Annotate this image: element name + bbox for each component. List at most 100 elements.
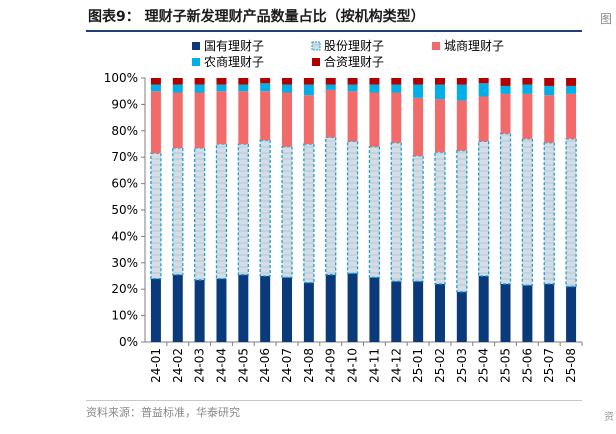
bar-segment-5	[347, 78, 358, 85]
x-tick-label: 24-02	[171, 348, 185, 383]
bar-segment-3	[500, 93, 511, 134]
bar-segment-4	[522, 84, 533, 94]
x-tick-label: 24-03	[193, 348, 207, 383]
bar-segment-5	[172, 78, 183, 85]
bar-segment-4	[303, 84, 314, 96]
bar-segment-5	[391, 78, 402, 85]
bar-segment-4	[478, 83, 489, 97]
bar-segment-5	[216, 78, 227, 85]
y-tick-label: 70%	[111, 150, 138, 164]
chart-title: 图表9： 理财子新发理财产品数量占比（按机构类型）	[88, 9, 425, 25]
bar-segment-2	[237, 143, 249, 276]
bar-segment-2	[281, 145, 293, 278]
bar-segment-1	[434, 283, 445, 342]
bar-segment-5	[478, 78, 489, 84]
adjacent-panel-edge: 图	[600, 12, 613, 26]
bar-segment-3	[456, 100, 467, 151]
x-tick-label: 25-04	[477, 348, 491, 383]
source-note: 资料来源：普益标准，华泰研究	[86, 406, 240, 419]
bar-segment-4	[413, 84, 424, 98]
bar-segment-3	[347, 91, 358, 142]
x-tick-label: 24-11	[367, 348, 381, 383]
bar-segment-1	[347, 273, 358, 342]
bar-segment-3	[172, 92, 183, 148]
bar-segment-4	[369, 84, 380, 93]
bar-segment-1	[303, 282, 314, 342]
bar-segment-2	[434, 151, 446, 285]
bar-segment-2	[456, 149, 468, 293]
bar-segment-3	[194, 92, 205, 148]
bar-segment-5	[238, 78, 249, 85]
y-tick-label: 80%	[111, 124, 138, 138]
bar-segment-2	[172, 147, 184, 276]
bar-segment-5	[369, 78, 380, 85]
bar-segment-1	[238, 274, 249, 342]
y-tick-label: 20%	[111, 282, 138, 296]
x-tick-label: 24-08	[302, 348, 316, 383]
bar-segment-4	[391, 84, 402, 93]
x-tick-label: 25-01	[411, 348, 425, 383]
bar-segment-1	[369, 277, 380, 342]
bar-segment-1	[150, 278, 161, 342]
bar-segment-3	[238, 91, 249, 144]
bar-segment-2	[215, 143, 228, 280]
title-divider	[86, 30, 582, 32]
bar-segment-1	[544, 283, 555, 342]
bar-segment-3	[216, 91, 227, 144]
bar-segment-4	[544, 85, 555, 96]
bar-segment-4	[216, 84, 227, 92]
y-tick-label: 0%	[119, 335, 138, 349]
bar-segment-2	[521, 138, 534, 286]
bar-segment-5	[456, 78, 467, 85]
bar-segment-2	[259, 139, 271, 277]
bar-segment-1	[172, 274, 183, 342]
x-tick-label: 24-10	[346, 348, 360, 383]
x-tick-label: 24-12	[389, 348, 403, 383]
bar-segment-1	[566, 286, 577, 342]
bar-segment-2	[193, 147, 206, 281]
bar-segment-1	[282, 277, 293, 342]
bar-segment-5	[150, 78, 161, 85]
x-tick-label: 25-07	[542, 348, 556, 383]
legend-swatch-4	[192, 58, 200, 66]
bar-segment-3	[369, 92, 380, 147]
x-tick-label: 24-04	[214, 348, 228, 383]
bar-segment-2	[499, 132, 512, 285]
bar-segment-1	[522, 285, 533, 342]
bar-segment-4	[456, 84, 467, 101]
bar-segment-5	[325, 78, 336, 85]
bar-segment-3	[303, 95, 314, 144]
bar-segment-1	[194, 279, 205, 342]
x-tick-label: 24-06	[258, 348, 272, 383]
adjacent-panel-edge-footer: 资	[604, 412, 614, 423]
bar-segment-4	[325, 84, 336, 90]
bar-segment-4	[282, 84, 293, 93]
bar-segment-3	[260, 91, 271, 141]
y-tick-label: 10%	[111, 309, 138, 323]
y-tick-label: 30%	[111, 256, 138, 270]
x-tick-label: 24-05	[236, 348, 250, 383]
bar-segment-3	[391, 92, 402, 143]
bar-segment-1	[500, 283, 511, 342]
bar-segment-4	[434, 84, 445, 100]
bar-segment-5	[413, 78, 424, 85]
bar-segment-3	[150, 91, 161, 154]
bar-segment-1	[413, 281, 424, 342]
bar-segment-5	[544, 78, 555, 86]
bar-segment-2	[325, 136, 337, 276]
bar-segment-3	[282, 92, 293, 147]
legend-label-1: 国有理财子	[204, 39, 264, 53]
bar-segment-3	[478, 96, 489, 142]
bar-segment-4	[172, 84, 183, 93]
bar-segment-1	[325, 274, 336, 342]
x-tick-label: 24-01	[149, 348, 163, 383]
y-tick-label: 50%	[111, 203, 138, 217]
y-tick-label: 60%	[111, 177, 138, 191]
bar-segment-5	[500, 78, 511, 86]
bar-segment-4	[194, 84, 205, 93]
x-tick-label: 25-03	[455, 348, 469, 383]
source-divider	[86, 400, 582, 401]
legend-label-5: 合资理财子	[324, 54, 384, 69]
bar-segment-5	[282, 78, 293, 85]
